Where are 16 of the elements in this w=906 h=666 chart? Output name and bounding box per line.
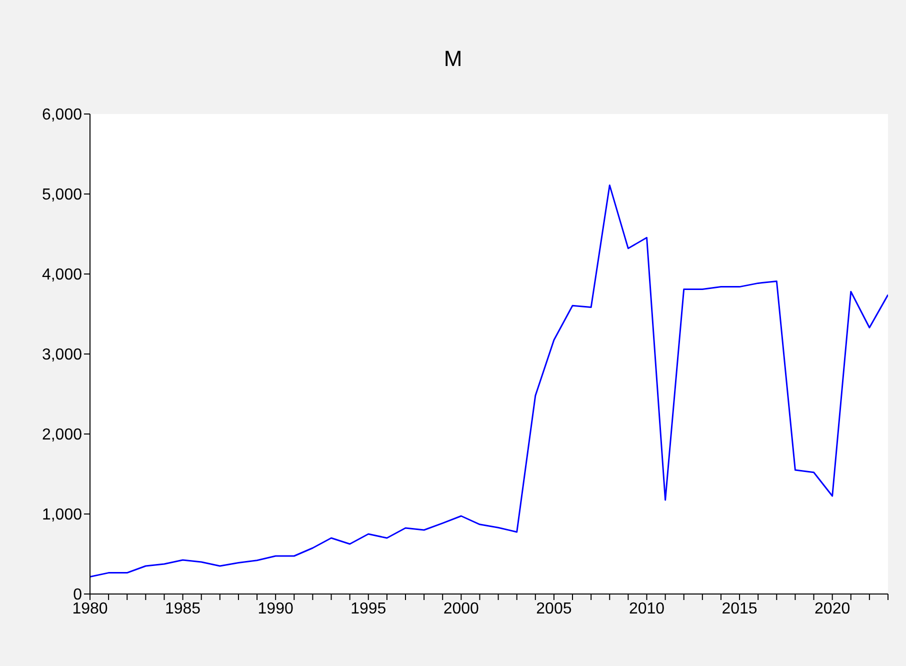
- y-tick-label: 4,000: [42, 266, 82, 284]
- line-series: [90, 184, 888, 578]
- x-tick-label: 2020: [814, 600, 850, 618]
- x-tick-label: 2000: [443, 600, 480, 618]
- y-tick-label: 6,000: [42, 106, 82, 124]
- y-tick-label: 3,000: [42, 346, 82, 364]
- x-tick-label: 1990: [258, 600, 294, 618]
- chart-title: M: [442, 46, 464, 72]
- y-tick-label: 5,000: [42, 186, 82, 204]
- y-tick-label: 1,000: [42, 506, 82, 524]
- y-tick-label: 2,000: [42, 426, 82, 444]
- x-tick-label: 2010: [628, 600, 665, 618]
- x-tick-label: 2015: [722, 600, 758, 618]
- x-tick-label: 2005: [536, 600, 572, 618]
- x-tick-label: 1995: [350, 600, 386, 618]
- x-tick-label: 1985: [164, 600, 201, 618]
